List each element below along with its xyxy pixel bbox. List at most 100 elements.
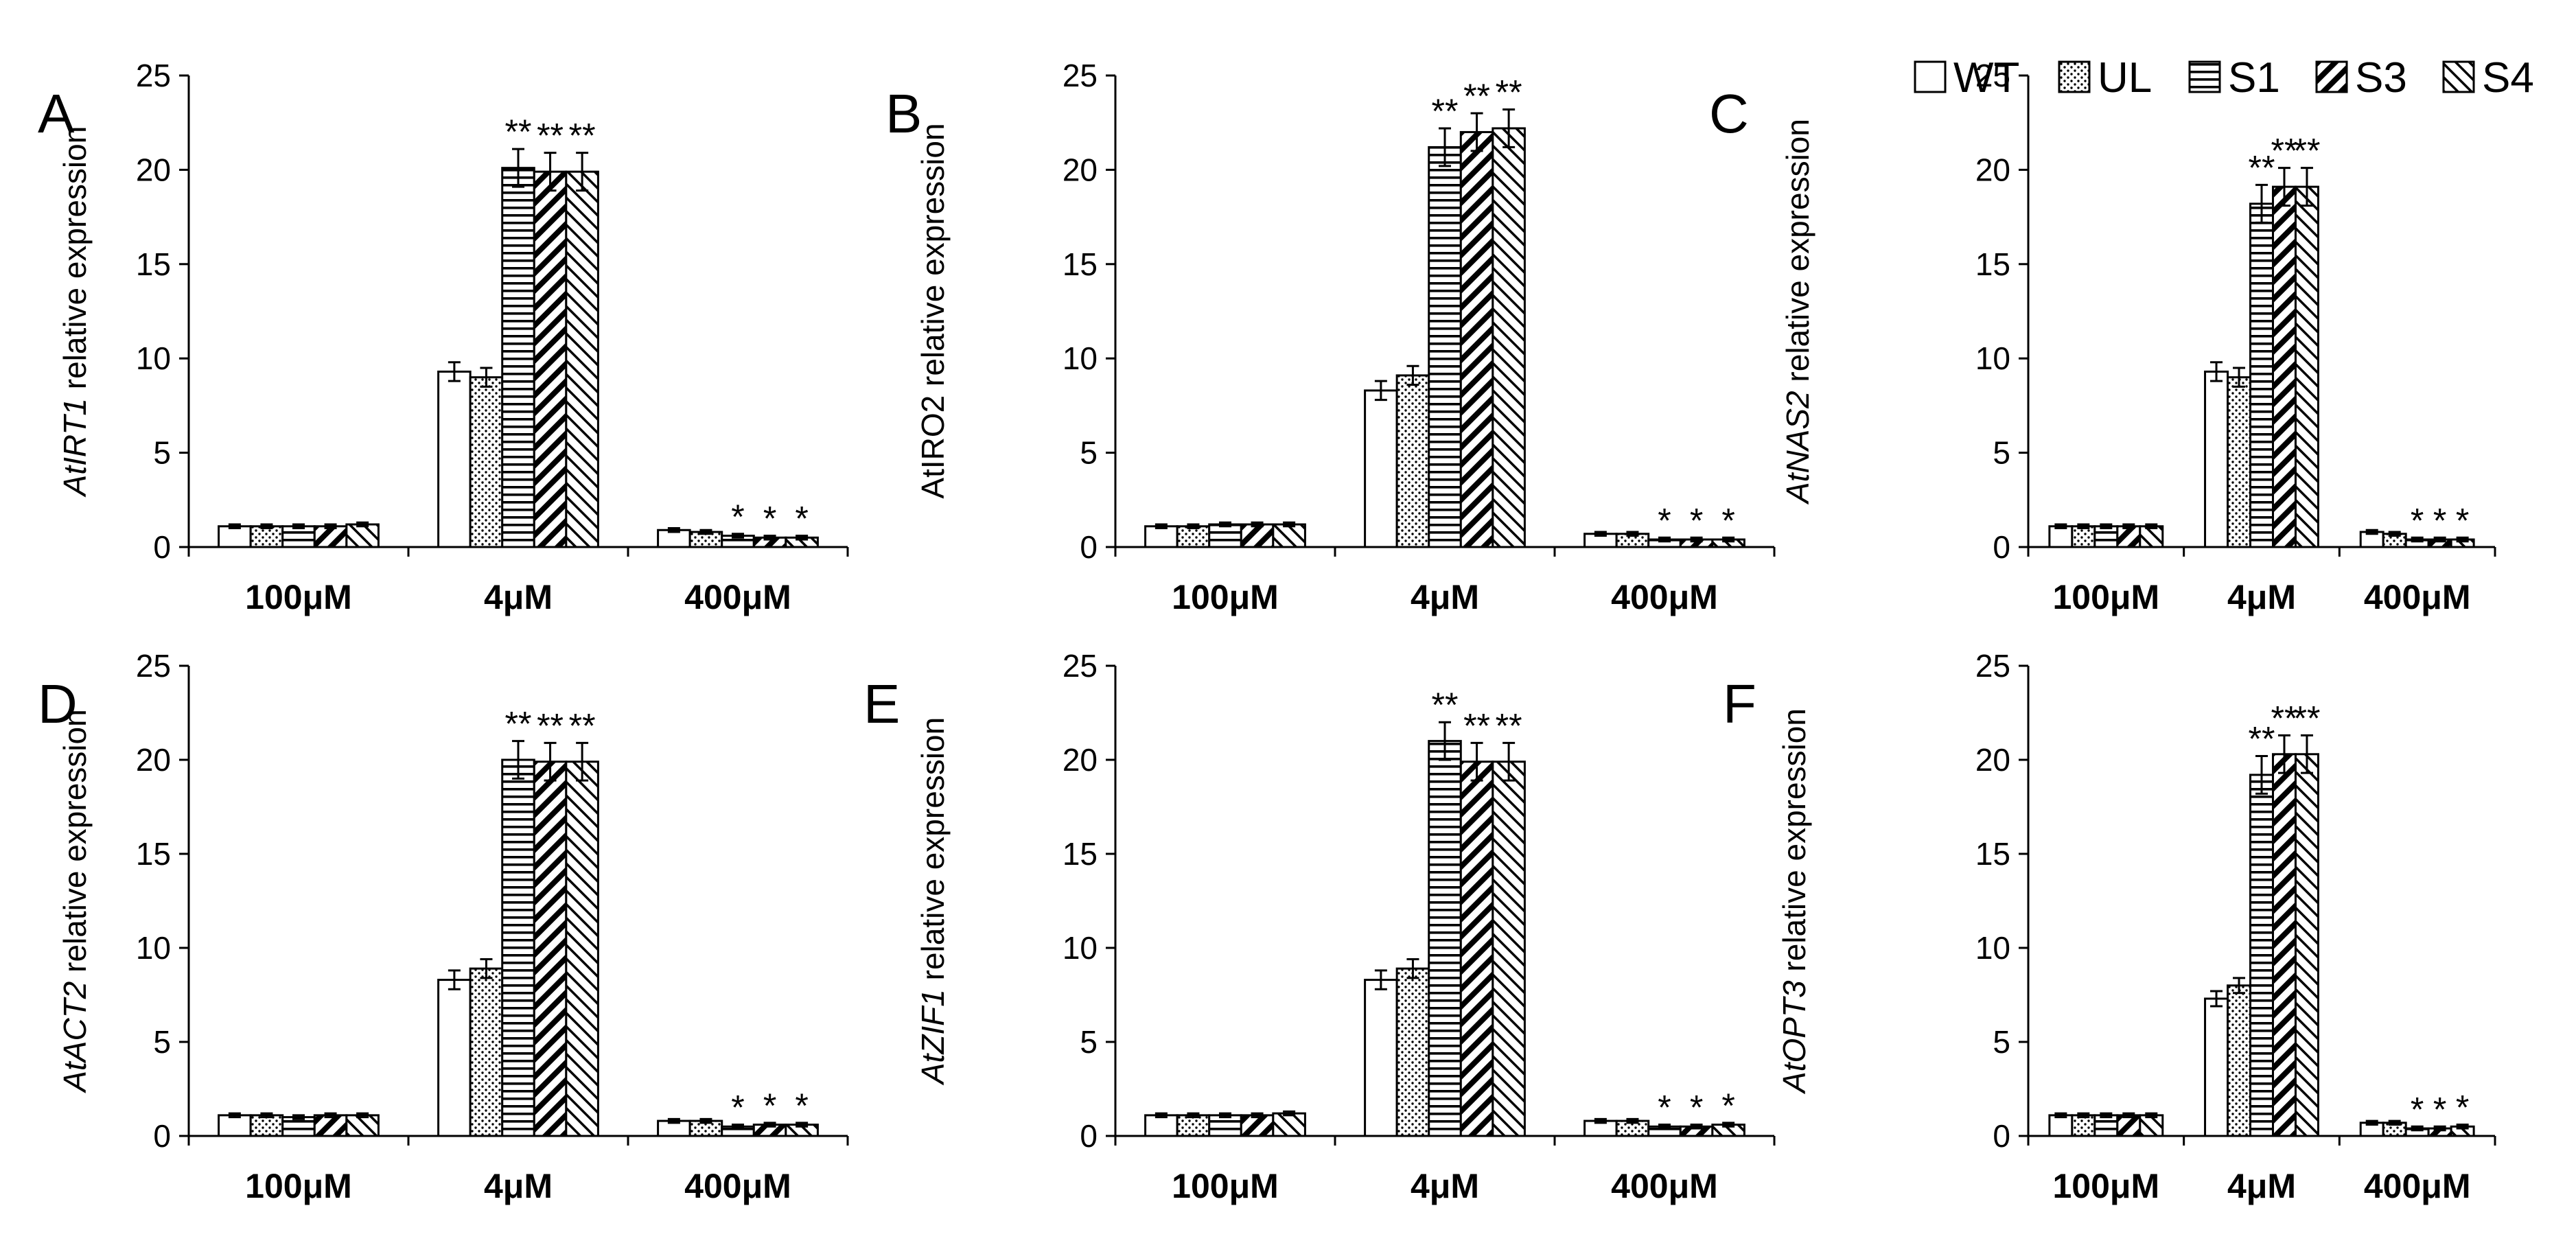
error-bar	[1470, 741, 1483, 782]
legend-label: S1	[2228, 54, 2280, 102]
category-label: 100μM	[2052, 1167, 2159, 1205]
error-bar	[2145, 1112, 2158, 1119]
error-bar	[512, 148, 524, 188]
legend: WT UL S1 S3 S4	[1914, 54, 2534, 102]
bar-ul	[1395, 374, 1430, 548]
y-tick-label: 0	[153, 529, 171, 565]
y-tick-label: 0	[1993, 1118, 2010, 1154]
error-bar	[1722, 536, 1735, 543]
significance-mark: **	[2249, 720, 2275, 758]
bar-s1	[2249, 202, 2274, 548]
bar-wt	[1144, 1114, 1179, 1137]
significance-mark: **	[1496, 73, 1522, 111]
error-bar	[1251, 1112, 1264, 1119]
y-tick-label: 15	[136, 246, 171, 282]
y-tick-label: 20	[136, 742, 171, 778]
y-tick-label: 0	[1993, 529, 2010, 565]
bar-ul	[1176, 525, 1211, 548]
y-tick-label: 15	[136, 836, 171, 872]
error-bar	[2145, 523, 2158, 530]
category-label: 4μM	[2227, 578, 2296, 616]
bar-s3	[1240, 523, 1275, 548]
y-axis-label: AtIRT1 relative expression	[57, 126, 93, 498]
bar-ul	[2227, 984, 2252, 1137]
error-bar	[1283, 1110, 1296, 1117]
error-bar	[1470, 112, 1483, 152]
category-label: 100μM	[245, 578, 352, 616]
error-bar	[2411, 536, 2424, 543]
error-bar	[763, 1122, 776, 1128]
error-bar	[2388, 1119, 2401, 1126]
significance-mark: *	[2433, 501, 2446, 539]
error-bar	[2300, 167, 2313, 207]
error-bar	[1626, 1117, 1639, 1124]
bar-s3	[313, 1114, 348, 1137]
significance-mark: **	[505, 705, 532, 743]
y-tick-label: 15	[1063, 246, 1098, 282]
significance-mark: *	[2411, 1090, 2424, 1128]
error-bar	[2433, 536, 2446, 543]
legend-item-s1: S1	[2188, 54, 2280, 102]
bar-wt	[2048, 525, 2074, 548]
error-bar	[512, 740, 524, 780]
y-axis-label: AtIRO2 relative expression	[915, 123, 951, 498]
significance-mark: **	[505, 113, 532, 151]
error-bar	[2077, 523, 2090, 530]
y-axis-label-text: relative expression	[1776, 708, 1812, 980]
y-tick-label: 20	[1063, 742, 1098, 778]
panel-letter: E	[863, 673, 900, 734]
error-bar	[1502, 741, 1516, 782]
bar-s4	[2294, 185, 2319, 548]
bar-s1	[2249, 774, 2274, 1137]
panel-c: C AtNAS2 relative expression 0 5 10 15 20 25 100…	[1709, 58, 2496, 616]
y-tick-label: 20	[1063, 152, 1098, 187]
y-tick-label: 25	[136, 58, 171, 93]
bar-s1	[2093, 1114, 2119, 1137]
bar-s1	[501, 167, 535, 548]
y-axis-label-gene: AtNAS2	[1780, 391, 1815, 505]
legend-swatch	[2058, 60, 2091, 93]
y-tick-label: 5	[1993, 435, 2010, 471]
significance-mark: *	[2411, 501, 2424, 539]
category-label: 4μM	[1411, 578, 1479, 616]
y-tick-label: 25	[1975, 648, 2010, 684]
y-axis-label-text: relative expression	[57, 126, 93, 398]
y-tick-label: 5	[1080, 1024, 1098, 1060]
error-bar	[667, 1117, 680, 1124]
y-axis-label-gene: AtACT2	[57, 982, 93, 1094]
error-bar	[1154, 523, 1168, 530]
significance-mark: **	[537, 117, 564, 155]
panel-letter: B	[885, 83, 922, 144]
panel-letter: F	[1723, 673, 1756, 734]
legend-label: UL	[2098, 54, 2152, 102]
error-bar	[260, 523, 273, 530]
error-bar	[2300, 734, 2313, 774]
y-axis-label-text: relative expression	[1780, 119, 1815, 391]
bar-wt	[437, 979, 472, 1137]
error-bar	[699, 529, 712, 535]
error-bar	[2233, 977, 2246, 995]
bar-s4	[1492, 127, 1526, 548]
category-label: 400μM	[1611, 578, 1718, 616]
error-bar	[2277, 734, 2290, 774]
error-bar	[796, 1122, 809, 1128]
bar-wt	[1144, 525, 1179, 548]
significance-mark: **	[2293, 699, 2320, 737]
panel-letter: C	[1709, 83, 1749, 144]
bar-wt	[1364, 979, 1398, 1137]
error-bar	[699, 1117, 712, 1124]
bar-s4	[2294, 753, 2319, 1137]
significance-mark: **	[1496, 706, 1522, 745]
bar-ul	[2227, 376, 2252, 548]
error-bar	[260, 1112, 273, 1119]
category-label: 400μM	[1611, 1167, 1718, 1205]
significance-mark: *	[763, 500, 776, 538]
error-bar	[2100, 523, 2113, 530]
panel-letter: A	[38, 83, 75, 144]
bar-s1	[2093, 525, 2119, 548]
y-tick-label: 25	[1063, 58, 1098, 93]
legend-item-s4: S4	[2442, 54, 2534, 102]
error-bar	[2365, 1119, 2378, 1126]
